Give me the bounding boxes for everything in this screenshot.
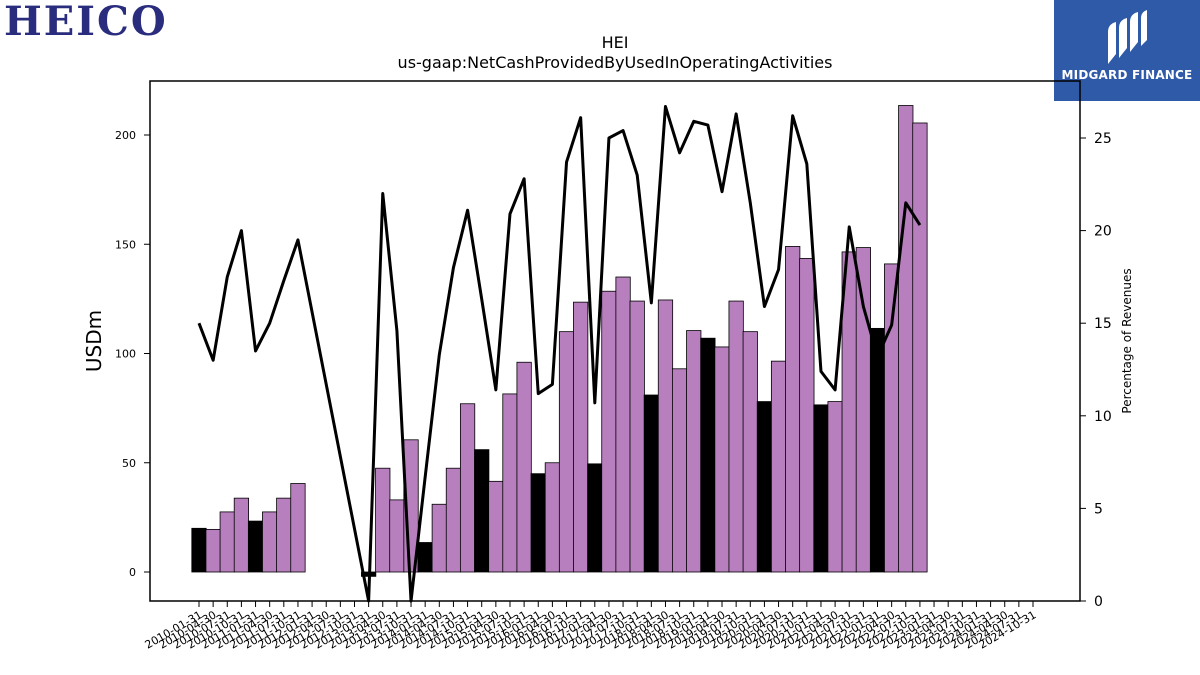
bar: [474, 449, 490, 573]
bar: [742, 331, 758, 573]
bar: [728, 300, 744, 573]
bar: [573, 301, 589, 573]
bar: [770, 360, 787, 573]
chart-title: HEI: [601, 33, 629, 52]
bar: [530, 473, 546, 573]
chart-subtitle: us-gaap:NetCashProvidedByUsedInOperating…: [397, 53, 833, 72]
bar: [615, 276, 631, 573]
y-axis-label: USDm: [82, 310, 106, 372]
bar: [629, 300, 645, 573]
bar: [431, 503, 447, 573]
bar: [869, 327, 886, 573]
heico-logo: HEICO: [4, 0, 168, 45]
bar: [544, 462, 560, 573]
bar: [417, 542, 433, 573]
bar: [700, 337, 716, 573]
y2-tick-label: 0: [1094, 594, 1103, 610]
bar: [643, 394, 659, 573]
bar: [247, 520, 264, 573]
plot-frame: [149, 80, 1081, 602]
midgard-finance-wordmark: MIDGARD FINANCE: [1061, 68, 1193, 82]
bar: [912, 122, 928, 573]
y-tick-label: 0: [129, 566, 136, 579]
bar: [488, 480, 504, 573]
y2-tick-label: 25: [1094, 131, 1112, 147]
bar: [813, 404, 829, 573]
midgard-mark-icon: [1108, 10, 1147, 64]
bar: [459, 403, 476, 573]
bar: [233, 497, 250, 573]
series-line: [197, 105, 922, 603]
y2-tick-label: 15: [1094, 316, 1112, 332]
y-tick-label: 150: [115, 238, 136, 251]
bar: [375, 467, 391, 573]
midgard-finance-logo: MIDGARD FINANCE: [1054, 0, 1200, 101]
bar: [276, 497, 292, 573]
bar: [558, 331, 575, 573]
bar: [756, 401, 773, 573]
bar: [785, 246, 801, 573]
bar: [884, 263, 900, 573]
y-tick-label: 200: [115, 129, 136, 142]
bar: [672, 368, 688, 573]
y-tick-label: 50: [122, 457, 136, 470]
bar: [290, 483, 306, 573]
y2-tick-label: 5: [1094, 501, 1103, 517]
bar: [657, 299, 674, 573]
bar: [502, 393, 518, 573]
bar: [799, 258, 815, 573]
bar: [827, 401, 843, 573]
bar: [686, 330, 702, 573]
bar: [262, 511, 278, 573]
bar: [714, 346, 730, 573]
bar: [191, 527, 207, 573]
bar: [601, 290, 617, 573]
bar: [898, 105, 914, 573]
y-tick-label: 100: [115, 348, 136, 361]
bar: [445, 467, 462, 573]
bar: [389, 499, 405, 573]
y2-axis-label: Percentage of Revenues: [1120, 268, 1134, 413]
bar: [205, 528, 221, 573]
bar: [855, 247, 871, 573]
bar: [516, 361, 532, 573]
bar: [219, 511, 235, 573]
bar: [587, 463, 603, 573]
y2-tick-label: 10: [1094, 409, 1112, 425]
y2-tick-label: 20: [1094, 224, 1112, 240]
